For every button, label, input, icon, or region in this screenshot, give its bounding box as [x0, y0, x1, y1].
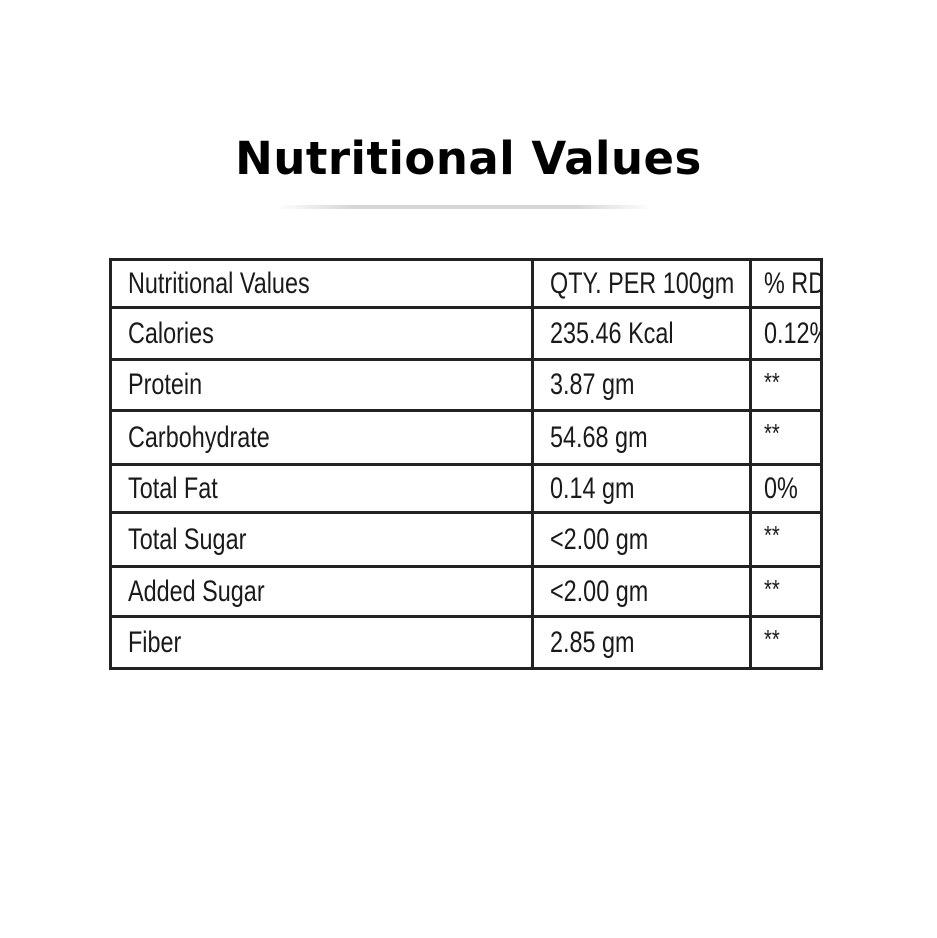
rda-cell: **	[749, 565, 823, 618]
cell-text: % RDA	[764, 266, 819, 300]
rda-cell: **	[749, 511, 823, 568]
nutrient-cell: Calories	[109, 306, 534, 361]
nutrient-cell: Fiber	[109, 615, 534, 670]
nutrient-cell: Protein	[109, 358, 534, 412]
quantity-cell: 235.46 Kcal	[531, 306, 752, 361]
table-row: Calories 235.46 Kcal 0.12%	[109, 306, 823, 361]
header-cell: Nutritional Values	[109, 258, 534, 309]
quantity-cell: 54.68 gm	[531, 409, 752, 466]
cell-text: **	[764, 624, 780, 654]
cell-text: 235.46 Kcal	[550, 316, 674, 350]
cell-text: **	[764, 367, 780, 397]
cell-text: QTY. PER 100gm	[550, 266, 735, 300]
cell-text: Fiber	[128, 625, 182, 659]
nutrition-table: Nutritional Values QTY. PER 100gm % RDA Cal…	[109, 258, 823, 670]
nutrient-cell: Added Sugar	[109, 565, 534, 618]
quantity-cell: 0.14 gm	[531, 463, 752, 514]
cell-text: **	[764, 418, 780, 448]
table-row: Fiber 2.85 gm **	[109, 615, 823, 670]
rda-cell: 0%	[749, 463, 823, 514]
cell-text: Protein	[128, 368, 203, 401]
cell-text: 3.87 gm	[550, 368, 635, 401]
cell-text: <2.00 gm	[550, 522, 649, 556]
table-row: Protein 3.87 gm **	[109, 358, 823, 412]
cell-text: 2.85 gm	[550, 625, 635, 659]
rda-cell: **	[749, 358, 823, 412]
rda-cell: **	[749, 615, 823, 670]
cell-text: Carbohydrate	[128, 420, 270, 454]
title-divider	[277, 205, 652, 209]
rda-cell: **	[749, 409, 823, 466]
cell-text: 0.14 gm	[550, 471, 635, 505]
cell-text: Total Sugar	[128, 522, 247, 556]
table-row: Total Sugar <2.00 gm **	[109, 511, 823, 568]
cell-text: Calories	[128, 316, 214, 350]
rda-cell: 0.12%	[749, 306, 823, 361]
cell-text: 54.68 gm	[550, 420, 648, 454]
table-row: Total Fat 0.14 gm 0%	[109, 463, 823, 514]
page-title: Nutritional Values	[235, 132, 702, 185]
cell-text: **	[764, 574, 780, 604]
cell-text: Added Sugar	[128, 574, 265, 608]
quantity-cell: 2.85 gm	[531, 615, 752, 670]
cell-text: <2.00 gm	[550, 574, 649, 608]
cell-text: 0.12%	[764, 316, 819, 350]
header-cell: QTY. PER 100gm	[531, 258, 752, 309]
cell-text: Nutritional Values	[128, 266, 310, 300]
table-row: Carbohydrate 54.68 gm **	[109, 409, 823, 466]
cell-text: **	[764, 520, 780, 550]
quantity-cell: <2.00 gm	[531, 511, 752, 568]
cell-text: 0%	[764, 471, 798, 505]
nutrient-cell: Total Sugar	[109, 511, 534, 568]
header-cell: % RDA	[749, 258, 823, 309]
quantity-cell: <2.00 gm	[531, 565, 752, 618]
quantity-cell: 3.87 gm	[531, 358, 752, 412]
nutrient-cell: Carbohydrate	[109, 409, 534, 466]
nutrient-cell: Total Fat	[109, 463, 534, 514]
cell-text: Total Fat	[128, 471, 218, 505]
table-header-row: Nutritional Values QTY. PER 100gm % RDA	[109, 258, 823, 309]
table-row: Added Sugar <2.00 gm **	[109, 565, 823, 618]
